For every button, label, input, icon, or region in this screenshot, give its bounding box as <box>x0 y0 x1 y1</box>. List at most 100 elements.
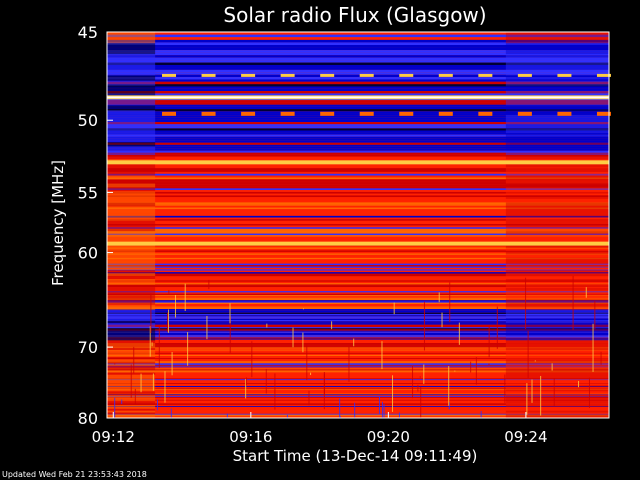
spectrogram-row <box>107 156 609 159</box>
y-tick-label: 70 <box>78 338 98 357</box>
interference-streak <box>393 302 395 315</box>
spectrogram-row <box>107 84 609 87</box>
segment-shade <box>505 167 609 172</box>
segment-shade <box>107 155 156 160</box>
interference-streak <box>184 283 186 312</box>
interference-streak <box>398 412 400 418</box>
spectrogram-row <box>107 47 609 51</box>
segment-shade <box>505 281 609 285</box>
segment-shade <box>505 142 609 147</box>
spectrogram-row <box>107 276 609 278</box>
segment-shade <box>505 412 609 415</box>
segment-shade <box>505 217 609 221</box>
segment-shade <box>107 206 156 211</box>
interference-streak <box>354 402 356 418</box>
spectrogram-row <box>107 134 609 137</box>
spectrogram-row <box>107 235 609 237</box>
segment-shade <box>107 146 156 151</box>
segment-shade <box>107 238 156 242</box>
spectrogram-row <box>107 384 609 386</box>
spectrogram-row <box>107 170 609 172</box>
segment-shade <box>505 350 609 353</box>
segment-shade <box>107 354 156 358</box>
segment-shade <box>505 406 609 409</box>
segment-shade <box>107 333 156 336</box>
spectrogram-row <box>107 102 609 105</box>
segment-shade <box>505 276 609 280</box>
burst-mark <box>201 111 216 116</box>
interference-streak <box>488 326 490 358</box>
y-axis-label: Frequency [MHz] <box>49 160 67 286</box>
segment-shade <box>107 32 156 38</box>
burst-mark <box>162 111 177 116</box>
spectrogram-row <box>107 317 609 319</box>
segment-shade <box>505 381 609 384</box>
burst-mark <box>399 73 414 77</box>
interference-streak <box>339 398 341 418</box>
spectrogram-row <box>107 312 609 314</box>
interference-streak <box>158 326 160 368</box>
spectrogram-row <box>107 337 609 339</box>
spectrogram-row <box>107 265 609 267</box>
spectrogram-row <box>107 50 609 53</box>
spectrogram-row <box>107 335 609 337</box>
segment-shade <box>505 146 609 151</box>
segment-shade <box>107 202 156 207</box>
spectrogram-row <box>107 140 609 143</box>
spectrogram-row <box>107 385 609 387</box>
segment-shade <box>505 408 609 411</box>
segment-shade <box>505 128 609 134</box>
segment-shade <box>505 224 609 228</box>
spectrogram-row <box>107 363 609 365</box>
segment-shade <box>107 227 156 232</box>
spectrogram-row <box>107 257 609 260</box>
segment-shade <box>107 231 156 235</box>
spectrogram-row <box>107 353 609 355</box>
segment-shade <box>107 128 156 134</box>
segment-shade <box>505 59 609 66</box>
segment-shade <box>505 270 609 274</box>
spectrogram-row <box>107 228 609 231</box>
segment-shade <box>505 335 609 339</box>
spectrogram-row <box>107 296 609 298</box>
spectrogram-row <box>107 281 609 284</box>
spectrogram-row <box>107 288 609 290</box>
burst-mark <box>399 111 414 116</box>
segment-shade <box>107 299 156 302</box>
segment-shade <box>505 307 609 311</box>
segment-shade <box>505 124 609 129</box>
burst-mark <box>478 111 493 116</box>
segment-shade <box>107 361 156 364</box>
burst-mark <box>596 111 611 116</box>
segment-shade <box>107 323 156 326</box>
segment-shade <box>505 376 609 379</box>
segment-shade <box>107 70 156 76</box>
interference-streak <box>171 352 173 376</box>
spectrogram-row <box>107 336 609 338</box>
spectrogram-row <box>107 204 609 206</box>
interference-streak <box>174 294 176 318</box>
segment-shade <box>107 270 156 274</box>
interference-streak <box>553 378 555 407</box>
spectrogram-row <box>107 222 609 225</box>
spectrogram-row <box>107 250 609 252</box>
interference-streak <box>339 416 341 418</box>
segment-shade <box>107 315 156 318</box>
segment-shade <box>107 408 156 411</box>
segment-shade <box>107 284 156 288</box>
spectrogram-row <box>107 315 609 317</box>
interference-streak <box>331 321 333 330</box>
interference-streak <box>420 386 422 418</box>
segment-shade <box>505 290 609 294</box>
spectrogram-row <box>107 283 609 285</box>
segment-shade <box>107 412 156 415</box>
spectrogram-row <box>107 166 609 169</box>
interference-streak <box>504 374 506 403</box>
spectrogram-row <box>107 370 609 372</box>
interference-streak <box>353 338 355 347</box>
interference-streak <box>412 365 414 399</box>
spectrogram-row <box>107 412 609 414</box>
interference-streak <box>488 363 490 366</box>
interference-streak <box>381 401 383 418</box>
segment-shade <box>107 247 156 252</box>
